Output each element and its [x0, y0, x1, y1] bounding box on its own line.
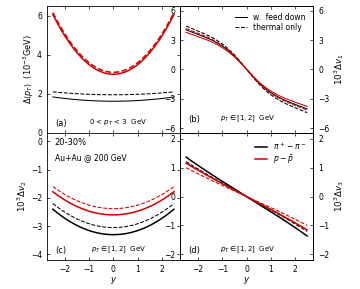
X-axis label: $y$: $y$ — [243, 275, 250, 286]
Text: (d): (d) — [188, 246, 200, 255]
Y-axis label: $\Delta\langle p_T \rangle$  $(10^{-3}\mathrm{GeV})$: $\Delta\langle p_T \rangle$ $(10^{-3}\ma… — [21, 35, 36, 104]
Text: (b): (b) — [188, 115, 200, 124]
Text: 20-30%: 20-30% — [55, 138, 87, 147]
Text: Au+Au @ 200 GeV: Au+Au @ 200 GeV — [55, 153, 126, 162]
Text: (c): (c) — [55, 246, 66, 255]
Text: $p_T \in [1,2]$  GeV: $p_T \in [1,2]$ GeV — [91, 244, 146, 255]
Y-axis label: $10^3\Delta v_2$: $10^3\Delta v_2$ — [15, 181, 29, 212]
Text: (a): (a) — [55, 119, 66, 128]
Y-axis label: $10^3\Delta v_1$: $10^3\Delta v_1$ — [332, 54, 346, 85]
X-axis label: $y$: $y$ — [110, 275, 117, 286]
Text: 0 < $p_T$ < 3  GeV: 0 < $p_T$ < 3 GeV — [89, 118, 148, 128]
Text: $p_T \in [1,2]$  GeV: $p_T \in [1,2]$ GeV — [220, 114, 275, 124]
Legend: $\pi^+ - \pi^-$, $p - \bar{p}$: $\pi^+ - \pi^-$, $p - \bar{p}$ — [255, 139, 307, 166]
Y-axis label: $10^3\Delta v_3$: $10^3\Delta v_3$ — [332, 181, 346, 212]
Text: $p_T \in [1,2]$  GeV: $p_T \in [1,2]$ GeV — [220, 244, 275, 255]
Legend: w.  feed down, thermal only: w. feed down, thermal only — [234, 12, 307, 33]
